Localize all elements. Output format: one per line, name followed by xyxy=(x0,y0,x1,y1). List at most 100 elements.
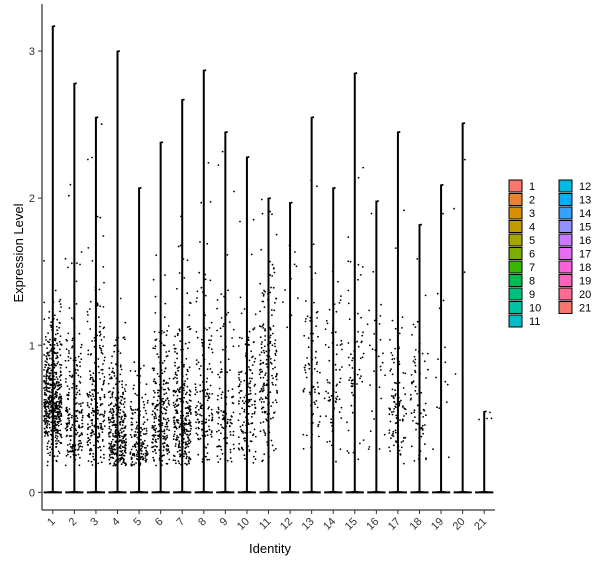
data-point xyxy=(253,412,256,415)
data-point xyxy=(59,429,62,432)
data-point xyxy=(222,348,224,351)
data-point xyxy=(187,445,190,448)
data-point xyxy=(379,338,382,341)
data-point xyxy=(111,396,114,398)
data-point xyxy=(362,352,365,355)
data-point xyxy=(119,457,121,460)
data-point xyxy=(181,448,184,451)
data-point xyxy=(45,381,47,383)
data-point xyxy=(243,437,245,440)
data-point xyxy=(78,380,81,383)
data-point xyxy=(216,398,219,401)
data-point xyxy=(134,411,137,414)
data-point xyxy=(97,392,99,394)
data-point xyxy=(163,429,166,431)
data-point xyxy=(274,302,276,304)
data-point xyxy=(247,401,250,404)
data-point xyxy=(56,391,59,394)
data-point xyxy=(315,400,318,402)
data-point xyxy=(269,391,272,394)
data-point xyxy=(176,394,179,397)
data-point xyxy=(51,448,53,450)
data-point xyxy=(172,401,175,404)
data-point xyxy=(60,306,62,308)
data-point xyxy=(50,404,53,407)
legend-key-19 xyxy=(558,274,573,287)
data-point xyxy=(414,349,417,351)
data-point xyxy=(260,397,262,399)
data-point xyxy=(204,294,207,297)
data-point xyxy=(176,334,179,337)
data-point xyxy=(80,358,83,360)
data-point xyxy=(274,366,276,369)
data-point xyxy=(201,381,204,383)
data-point xyxy=(75,372,77,374)
data-point xyxy=(52,415,54,418)
data-point xyxy=(74,368,77,371)
data-point xyxy=(233,190,235,193)
data-point xyxy=(100,403,102,405)
data-point xyxy=(96,116,99,119)
data-point xyxy=(89,453,91,455)
data-point xyxy=(463,271,466,274)
data-point xyxy=(263,384,266,387)
data-point xyxy=(157,437,160,440)
data-point xyxy=(155,338,158,341)
data-point xyxy=(140,427,143,429)
data-point xyxy=(59,348,61,351)
data-point xyxy=(339,299,342,301)
data-point xyxy=(47,434,49,437)
data-point xyxy=(46,433,49,435)
data-point xyxy=(183,384,186,387)
data-point xyxy=(237,345,240,347)
data-point xyxy=(138,381,141,384)
data-point xyxy=(48,409,51,412)
data-point xyxy=(414,385,417,388)
data-point xyxy=(153,429,156,431)
data-point xyxy=(135,434,138,436)
data-point xyxy=(99,330,102,333)
data-point xyxy=(87,460,90,462)
data-point xyxy=(120,457,123,460)
data-point xyxy=(274,339,277,341)
data-point xyxy=(370,212,373,215)
data-point xyxy=(49,433,52,436)
data-point xyxy=(121,424,124,426)
data-point xyxy=(98,288,101,291)
data-point xyxy=(121,383,123,386)
data-point xyxy=(205,392,208,394)
data-point xyxy=(182,364,185,366)
data-point xyxy=(353,350,355,352)
data-point xyxy=(244,343,247,346)
data-point xyxy=(99,333,102,335)
data-point xyxy=(260,343,263,345)
data-point xyxy=(80,426,83,429)
data-point xyxy=(181,440,184,442)
data-point xyxy=(46,412,48,414)
data-point xyxy=(94,385,97,388)
data-point xyxy=(44,363,47,366)
data-point xyxy=(162,430,164,433)
data-point xyxy=(187,407,190,410)
data-point xyxy=(154,405,157,408)
data-point xyxy=(89,328,92,330)
data-point xyxy=(351,385,354,388)
data-point xyxy=(176,399,179,402)
data-point xyxy=(206,458,209,461)
data-point xyxy=(117,396,120,399)
data-point xyxy=(93,411,96,413)
data-point xyxy=(208,339,210,342)
data-point xyxy=(270,309,273,311)
data-point xyxy=(122,461,124,464)
data-point xyxy=(273,359,276,362)
data-point xyxy=(186,402,189,404)
data-point xyxy=(312,413,315,415)
data-point xyxy=(249,369,252,372)
data-point xyxy=(135,441,138,443)
data-point xyxy=(139,448,142,451)
data-point xyxy=(262,459,264,462)
data-point xyxy=(267,416,269,419)
data-point xyxy=(140,450,143,452)
data-point xyxy=(50,396,53,399)
data-point xyxy=(50,429,53,432)
